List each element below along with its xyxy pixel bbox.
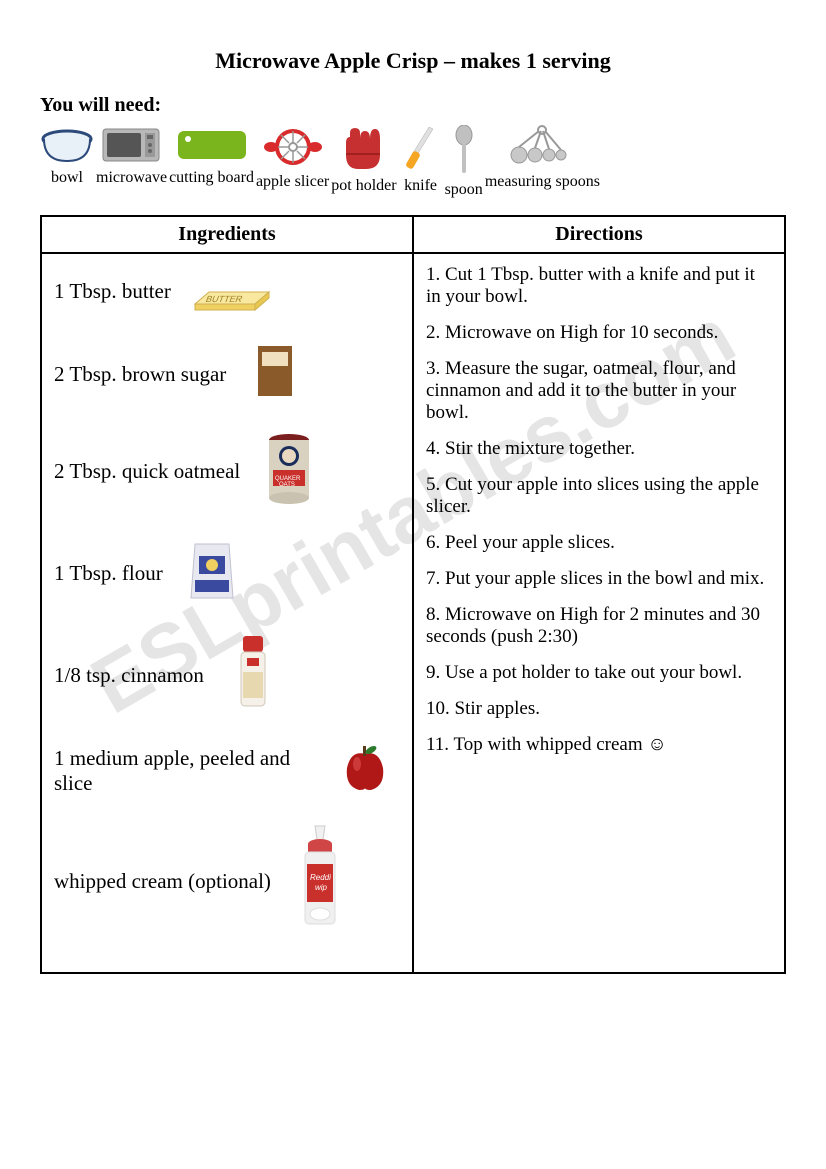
flour-icon [177, 536, 247, 612]
direction-step: 11. Top with whipped cream ☺ [426, 734, 772, 756]
tool-label: pot holder [331, 177, 396, 195]
svg-text:wip: wip [315, 883, 328, 892]
tool-pot-holder: pot holder [331, 125, 396, 199]
direction-step: 8. Microwave on High for 2 minutes and 3… [426, 604, 772, 648]
tool-label: bowl [40, 169, 94, 187]
ingredient-whipped-cream: whipped cream (optional) Reddi wip [54, 824, 400, 940]
cinnamon-icon [218, 634, 288, 718]
direction-step: 1. Cut 1 Tbsp. butter with a knife and p… [426, 264, 772, 308]
measuring-spoons-icon [507, 125, 577, 169]
direction-step: 6. Peel your apple slices. [426, 532, 772, 554]
tool-label: spoon [445, 181, 483, 199]
ingredient-text: 1/8 tsp. cinnamon [54, 663, 204, 688]
tool-apple-slicer: apple slicer [256, 125, 329, 199]
tool-label: measuring spoons [485, 173, 600, 191]
directions-cell: 1. Cut 1 Tbsp. butter with a knife and p… [413, 253, 785, 973]
directions-header: Directions [413, 216, 785, 253]
direction-step: 5. Cut your apple into slices using the … [426, 474, 772, 518]
tool-cutting-board: cutting board [169, 125, 254, 199]
ingredient-cinnamon: 1/8 tsp. cinnamon [54, 634, 400, 718]
ingredients-header: Ingredients [41, 216, 413, 253]
apple-slicer-icon [261, 125, 325, 169]
tools-row: bowl microwave cutting board [40, 125, 786, 199]
direction-step: 2. Microwave on High for 10 seconds. [426, 322, 772, 344]
svg-text:BUTTER: BUTTER [204, 294, 244, 304]
brown-sugar-icon [240, 342, 310, 408]
tool-microwave: microwave [96, 125, 167, 199]
svg-text:OATS: OATS [279, 482, 295, 488]
oatmeal-icon: QUAKER OATS [254, 430, 324, 514]
spoon-icon [446, 125, 482, 177]
tool-label: apple slicer [256, 173, 329, 191]
svg-text:Reddi: Reddi [310, 873, 331, 882]
ingredients-cell: 1 Tbsp. butter BUTTER 2 Tbsp. brown suga… [41, 253, 413, 973]
tool-label: cutting board [169, 169, 254, 187]
ingredient-text: 2 Tbsp. quick oatmeal [54, 459, 240, 484]
recipe-table: Ingredients Directions 1 Tbsp. butter BU… [40, 215, 786, 974]
ingredient-butter: 1 Tbsp. butter BUTTER [54, 264, 400, 320]
direction-step: 10. Stir apples. [426, 698, 772, 720]
whipped-cream-icon: Reddi wip [285, 824, 355, 940]
ingredient-text: whipped cream (optional) [54, 869, 271, 894]
tool-measuring-spoons: measuring spoons [485, 125, 600, 199]
bowl-icon [40, 125, 94, 165]
ingredient-apple: 1 medium apple, peeled and slice [54, 740, 400, 802]
tool-knife: knife [399, 125, 443, 199]
page-title: Microwave Apple Crisp – makes 1 serving [40, 48, 786, 74]
tool-label: microwave [96, 169, 167, 187]
knife-icon [399, 125, 443, 173]
ingredient-brown-sugar: 2 Tbsp. brown sugar [54, 342, 400, 408]
apple-icon [330, 740, 400, 802]
cutting-board-icon [174, 125, 250, 165]
ingredient-text: 1 medium apple, peeled and slice [54, 746, 316, 796]
tool-bowl: bowl [40, 125, 94, 199]
ingredient-oatmeal: 2 Tbsp. quick oatmeal QUAKER OATS [54, 430, 400, 514]
need-label: You will need: [40, 94, 786, 117]
ingredient-text: 2 Tbsp. brown sugar [54, 362, 226, 387]
tool-label: knife [399, 177, 443, 195]
ingredient-flour: 1 Tbsp. flour [54, 536, 400, 612]
direction-step: 9. Use a pot holder to take out your bow… [426, 662, 772, 684]
pot-holder-icon [336, 125, 392, 173]
direction-step: 3. Measure the sugar, oatmeal, flour, an… [426, 358, 772, 424]
direction-step: 4. Stir the mixture together. [426, 438, 772, 460]
ingredient-text: 1 Tbsp. flour [54, 561, 163, 586]
microwave-icon [101, 125, 163, 165]
direction-step: 7. Put your apple slices in the bowl and… [426, 568, 772, 590]
ingredient-text: 1 Tbsp. butter [54, 279, 171, 304]
butter-icon: BUTTER [185, 264, 255, 320]
tool-spoon: spoon [445, 125, 483, 199]
